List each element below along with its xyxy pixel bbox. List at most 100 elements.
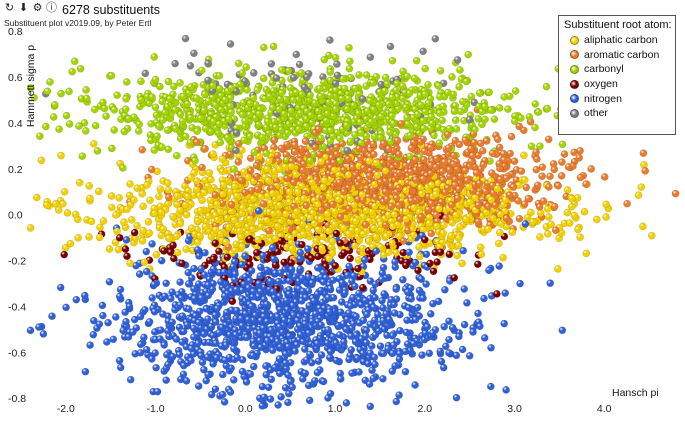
data-point <box>89 330 98 339</box>
data-point <box>388 112 396 120</box>
data-point <box>30 93 38 102</box>
data-point <box>354 264 362 273</box>
data-point <box>305 350 314 359</box>
data-point <box>266 277 275 286</box>
data-point <box>330 166 339 174</box>
data-point <box>423 322 432 331</box>
data-point <box>238 204 247 212</box>
data-point <box>454 241 463 250</box>
data-point <box>60 187 69 196</box>
data-point <box>389 341 398 350</box>
data-point <box>249 351 257 360</box>
data-point <box>305 396 314 405</box>
data-point <box>229 344 238 353</box>
data-point <box>342 121 351 130</box>
data-point <box>75 122 83 130</box>
data-point <box>487 106 495 114</box>
data-point <box>366 402 375 411</box>
data-point <box>420 147 429 156</box>
data-point <box>209 255 218 264</box>
data-point <box>403 72 412 81</box>
data-point <box>172 151 181 160</box>
data-point <box>404 303 413 312</box>
data-point <box>284 398 292 407</box>
data-point <box>140 258 149 267</box>
data-point <box>324 325 332 334</box>
data-point <box>365 171 374 180</box>
data-point <box>268 189 277 198</box>
data-point <box>183 100 192 108</box>
data-point <box>204 212 213 221</box>
data-point <box>517 167 526 175</box>
data-point <box>146 196 154 204</box>
data-point <box>113 227 121 236</box>
data-point <box>494 239 503 248</box>
data-point <box>484 202 493 211</box>
data-point <box>256 272 265 280</box>
data-point <box>335 134 344 143</box>
data-point <box>369 303 378 312</box>
data-point <box>382 232 391 240</box>
data-point <box>39 330 48 338</box>
data-point <box>255 110 263 118</box>
data-point <box>51 200 60 208</box>
data-point <box>138 236 147 245</box>
data-point <box>194 382 203 390</box>
data-point <box>342 325 351 334</box>
data-point <box>388 56 397 65</box>
data-point <box>192 94 201 102</box>
data-point <box>287 265 296 274</box>
data-point <box>454 234 463 242</box>
data-point <box>280 258 288 267</box>
data-point <box>411 315 420 324</box>
data-point <box>216 207 224 216</box>
data-point <box>502 174 511 182</box>
data-point <box>164 145 173 154</box>
data-point <box>123 78 131 86</box>
data-point <box>135 120 143 129</box>
data-point <box>532 165 541 174</box>
data-point <box>216 138 225 147</box>
data-point <box>288 301 297 310</box>
data-point <box>359 316 368 325</box>
data-point <box>381 187 390 196</box>
data-point <box>419 47 427 56</box>
data-point <box>246 99 254 108</box>
data-point <box>313 263 322 272</box>
data-point <box>176 278 184 286</box>
data-point <box>372 158 381 167</box>
data-point <box>493 290 501 298</box>
data-point <box>316 215 325 223</box>
data-point <box>405 89 414 98</box>
data-point <box>49 113 58 121</box>
data-point <box>411 258 420 267</box>
data-point <box>238 367 247 376</box>
data-point <box>255 152 264 160</box>
data-point <box>421 108 429 116</box>
data-point <box>371 331 380 339</box>
data-point <box>240 136 248 144</box>
data-point <box>543 205 552 213</box>
data-point <box>474 309 482 318</box>
data-point <box>201 90 209 98</box>
data-point <box>145 317 154 326</box>
data-point <box>193 127 201 135</box>
data-point <box>388 239 397 247</box>
data-point <box>190 49 198 58</box>
data-point <box>392 397 401 406</box>
data-point <box>304 329 313 337</box>
data-point <box>464 50 473 59</box>
data-point <box>246 154 255 162</box>
data-point <box>253 185 262 194</box>
data-point <box>335 286 344 294</box>
y-tick-label: 0.4 <box>8 118 23 130</box>
data-point <box>343 271 352 280</box>
data-point <box>527 142 536 151</box>
data-point <box>190 264 198 273</box>
data-point <box>471 125 479 134</box>
data-point <box>238 260 246 269</box>
data-point <box>358 190 367 199</box>
data-point <box>181 201 190 209</box>
data-point <box>292 50 301 59</box>
